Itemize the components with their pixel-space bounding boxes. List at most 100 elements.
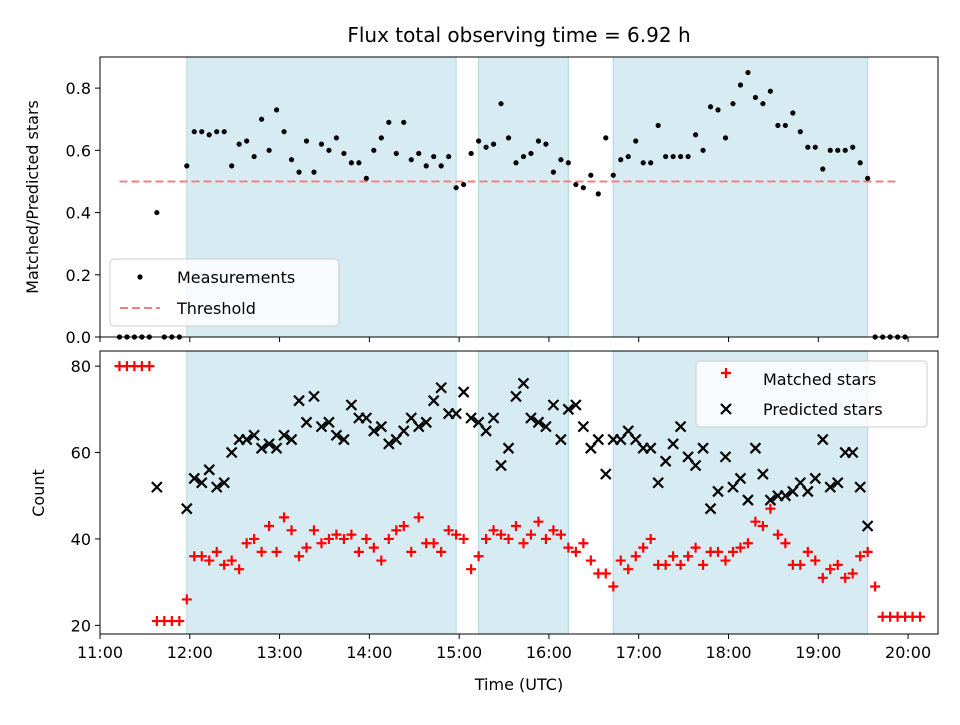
measurement-point <box>528 150 534 157</box>
matched-star-point <box>219 559 230 570</box>
matched-star-point <box>196 551 207 562</box>
matched-star-point <box>645 533 656 544</box>
matched-star-point <box>727 546 738 557</box>
bottom-plot-frame <box>99 350 939 635</box>
predicted-star-point <box>764 494 777 506</box>
measurement-point <box>401 119 407 125</box>
matched-star-point <box>466 564 477 575</box>
predicted-star-point <box>435 381 447 394</box>
predicted-star-point <box>517 377 530 390</box>
top-panel: 0.00.20.40.60.8 Matched/Predicted stars … <box>23 56 939 347</box>
measurement-point <box>782 122 788 129</box>
measurement-point <box>475 138 482 144</box>
matched-star-point <box>481 533 492 544</box>
matched-star-point <box>406 546 417 557</box>
predicted-star-point <box>330 429 343 442</box>
measurement-point <box>805 144 811 150</box>
measurement-point <box>603 135 609 141</box>
measurement-point <box>184 163 190 169</box>
predicted-star-point <box>659 455 672 467</box>
measurement-point <box>386 119 392 125</box>
matched-star-point <box>795 559 806 570</box>
top-x-ticks <box>99 337 909 342</box>
matched-star-point <box>376 555 387 566</box>
predicted-star-point <box>816 433 829 446</box>
measurement-point <box>423 163 429 169</box>
predicted-star-point <box>555 433 567 446</box>
matched-star-point <box>234 564 245 575</box>
predicted-star-point <box>809 472 822 485</box>
top-y-tick-label: 0.8 <box>66 79 91 98</box>
bottom-panel: 11:00 12:00 13:00 14:00 15:00 16:00 17:00 18:00… <box>29 350 939 694</box>
measurement-point <box>752 94 759 101</box>
measurement-point <box>835 147 841 153</box>
matched-star-point <box>802 546 813 557</box>
matched-star-point <box>660 559 671 570</box>
measurement-point <box>341 150 347 157</box>
predicted-star-point <box>562 403 575 416</box>
predicted-star-point <box>181 502 193 515</box>
top-y-tick-label: 0.0 <box>66 328 91 347</box>
matched-star-point <box>338 533 349 544</box>
matched-star-point <box>204 555 215 566</box>
matched-star-point <box>840 572 851 583</box>
predicted-star-point <box>861 520 874 532</box>
matched-star-point <box>323 533 334 544</box>
predicted-star-point <box>420 416 432 429</box>
matched-star-point <box>578 538 589 549</box>
matched-star-point <box>540 533 551 544</box>
matched-star-point <box>855 551 866 562</box>
predicted-star-point <box>457 386 470 398</box>
measurement-point <box>812 144 818 150</box>
bottom-y-ticks: 20 40 60 80 <box>71 357 100 635</box>
predicted-star-point <box>540 420 552 433</box>
predicted-star-point <box>278 429 290 442</box>
matched-star-point <box>496 529 507 540</box>
measurement-point <box>363 175 369 181</box>
predicted-star-point <box>315 420 328 433</box>
measurement-point <box>266 147 272 153</box>
matched-star-point <box>750 516 761 527</box>
predicted-star-point <box>270 442 283 454</box>
measurement-point <box>259 116 265 122</box>
legend-label-measurements: Measurements <box>177 268 295 287</box>
measurement-point <box>498 101 504 107</box>
x-axis-label: Time (UTC) <box>474 675 563 694</box>
measurement-point <box>244 138 250 144</box>
measurement-point <box>221 129 227 135</box>
matched-star-point <box>525 529 536 540</box>
measurement-point <box>311 169 317 175</box>
measurement-point <box>827 147 833 153</box>
predicted-star-point <box>712 485 724 498</box>
measurement-point <box>685 153 691 160</box>
matched-star-point <box>211 546 222 557</box>
predicted-star-point <box>248 429 260 442</box>
measurement-point <box>483 144 489 150</box>
x-tick-label: 13:00 <box>257 643 303 662</box>
measurement-point <box>535 138 542 144</box>
predicted-star-point <box>323 416 335 429</box>
measurement-point <box>565 160 571 166</box>
measurement-point <box>438 163 444 169</box>
matched-star-point <box>413 512 424 523</box>
measurement-point <box>281 129 287 135</box>
predicted-star-point <box>704 502 717 515</box>
matched-star-point <box>600 568 611 579</box>
predicted-star-point <box>779 489 792 502</box>
legend-marker-measurements <box>137 274 143 280</box>
predicted-star-point <box>831 477 844 489</box>
predicted-star-point <box>502 442 515 454</box>
matched-star-point <box>683 551 694 562</box>
matched-star-point <box>765 503 776 514</box>
predicted-star-point <box>547 399 560 411</box>
predicted-star-point <box>749 442 762 454</box>
matched-star-point <box>780 538 791 549</box>
predicted-star-point <box>218 477 230 489</box>
matched-star-point <box>279 512 290 523</box>
measurement-point <box>730 101 736 107</box>
measurement-point <box>610 172 616 178</box>
measurement-point <box>663 153 669 160</box>
predicted-star-point <box>577 420 590 433</box>
measurement-point <box>797 129 803 135</box>
predicted-star-point <box>383 438 395 450</box>
